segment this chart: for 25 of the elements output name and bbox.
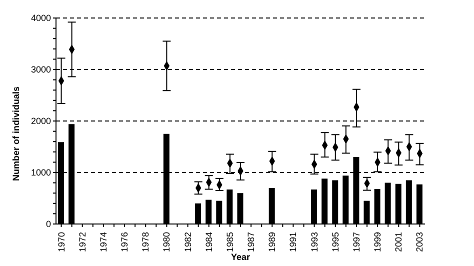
x-tick-label: 1970: [56, 232, 66, 252]
x-tick-label: 1974: [98, 232, 108, 252]
x-tick-label: 1989: [267, 232, 278, 252]
y-tick-label: 4000: [30, 13, 51, 24]
x-tick-label: 1976: [120, 232, 130, 252]
x-tick-label: 1985: [224, 232, 235, 252]
x-tick-label: 1982: [182, 232, 193, 252]
x-tick-label: 1984: [204, 232, 214, 252]
y-tick-label: 1000: [30, 168, 51, 178]
x-tick-label: 1972: [77, 232, 88, 252]
y-tick-label: 2000: [30, 116, 51, 126]
x-tick-label: 1997: [351, 232, 362, 252]
x-tick-label: 1993: [309, 232, 320, 252]
x-tick-label: 2001: [394, 232, 404, 252]
x-tick-label: 1978: [140, 232, 151, 252]
x-tick-label: 1999: [372, 232, 383, 252]
x-tick-label: 1980: [162, 232, 172, 252]
x-tick-label: 2003: [414, 232, 425, 252]
y-tick-label: 3000: [30, 64, 51, 75]
x-tick-label: 1987: [246, 232, 256, 252]
x-tick-label: 1995: [330, 232, 340, 252]
x-axis-title: Year: [230, 252, 250, 262]
x-tick-label: 1991: [288, 232, 298, 252]
y-tick-label: 0: [46, 219, 51, 230]
y-axis-title: Number of individuals: [11, 86, 22, 181]
